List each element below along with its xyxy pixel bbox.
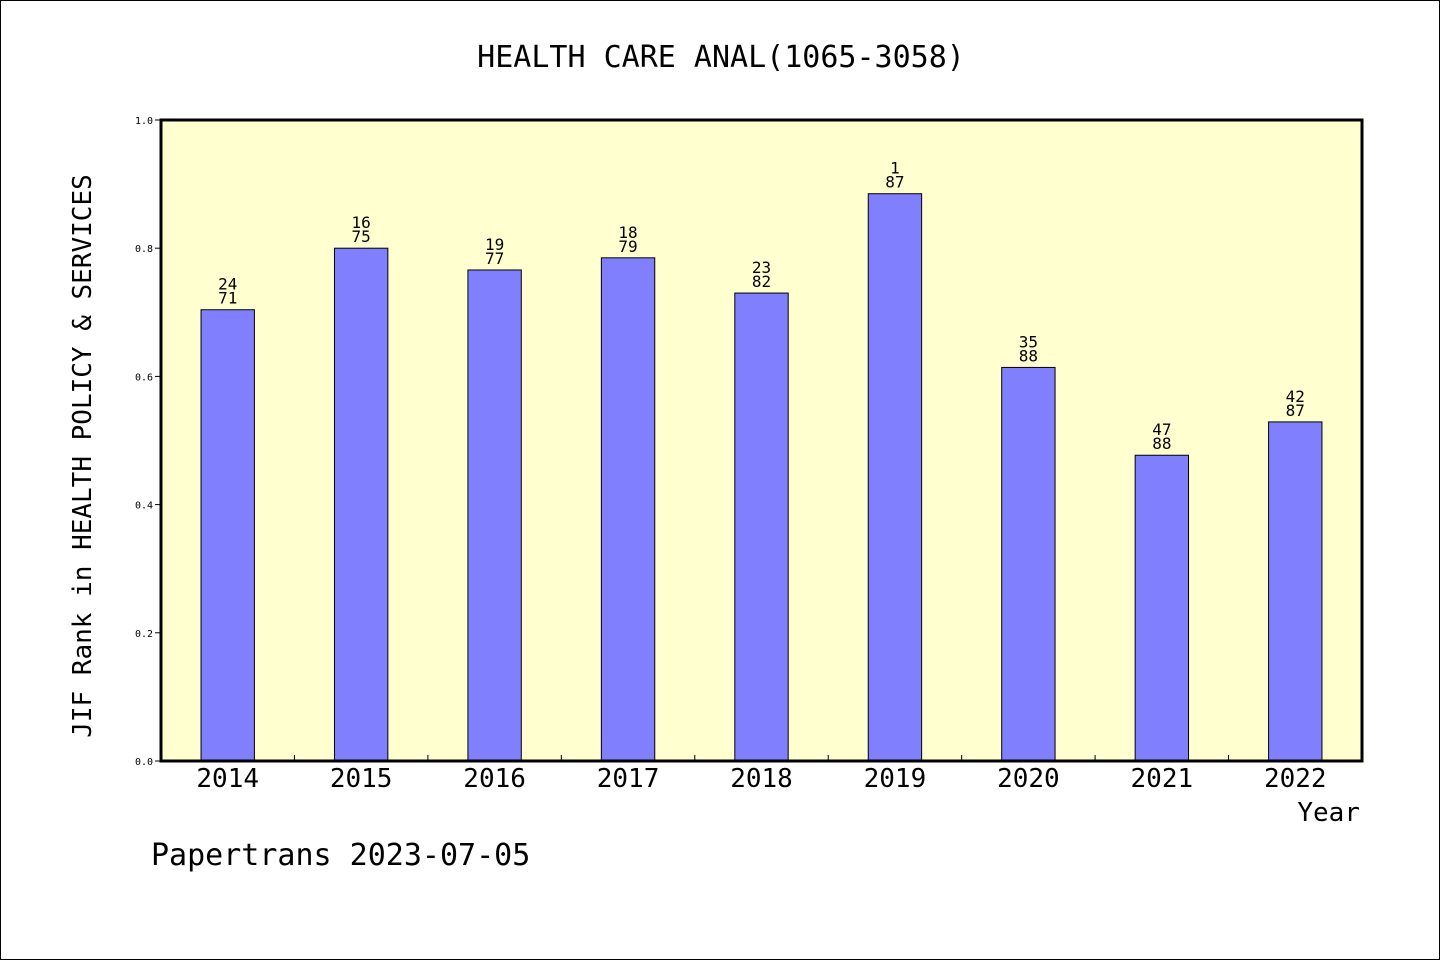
y-axis-label: JIF Rank in HEALTH POLICY & SERVICES <box>68 174 98 738</box>
data-label-bottom: 87 <box>1286 401 1305 420</box>
bar-2017 <box>600 257 656 762</box>
bar-2014 <box>200 309 255 762</box>
data-label-bottom: 75 <box>352 227 371 246</box>
data-label-bottom: 77 <box>485 249 504 268</box>
data-label-bottom: 82 <box>752 272 771 291</box>
x-axis-label: Year <box>1297 798 1360 828</box>
x-tick-label: 2014 <box>196 764 259 794</box>
data-label-bottom: 79 <box>618 237 637 256</box>
y-tick-label: 0.0 <box>135 757 153 768</box>
footer-text: Papertrans 2023-07-05 <box>151 838 530 873</box>
x-tick-label: 2015 <box>330 764 393 794</box>
data-label-top: 16 <box>352 213 371 232</box>
y-tick-label: 0.2 <box>135 629 153 640</box>
x-tick-label: 2022 <box>1264 764 1327 794</box>
y-tick-label: 0.8 <box>135 244 153 255</box>
data-label-top: 24 <box>218 275 237 294</box>
plot-border <box>159 118 1364 763</box>
data-label-bottom: 71 <box>218 289 237 308</box>
y-tick-label: 0.6 <box>135 372 153 383</box>
data-label-top: 18 <box>618 223 637 242</box>
data-label-top: 47 <box>1152 420 1171 439</box>
data-label-bottom: 88 <box>1019 346 1038 365</box>
bar-2019 <box>867 193 923 762</box>
data-label-bottom: 88 <box>1152 434 1171 453</box>
y-tick-label: 0.4 <box>135 501 153 512</box>
bar-2022 <box>1268 421 1323 762</box>
data-label-top: 23 <box>752 258 771 277</box>
bar-2020 <box>1001 366 1056 762</box>
chart-title: HEALTH CARE ANAL(1065-3058) <box>477 40 965 75</box>
bar-2016 <box>467 269 522 762</box>
data-label-top: 35 <box>1019 332 1038 351</box>
x-tick-label: 2021 <box>1131 764 1194 794</box>
data-label-top: 19 <box>485 235 504 254</box>
data-label-top: 42 <box>1286 387 1305 406</box>
data-label-bottom: 87 <box>885 173 904 192</box>
data-label-top: 1 <box>890 159 900 178</box>
bar-2015 <box>333 247 389 762</box>
x-tick-label: 2020 <box>997 764 1060 794</box>
x-tick-label: 2016 <box>463 764 526 794</box>
x-tick-label: 2019 <box>864 764 927 794</box>
bar-2021 <box>1134 454 1190 762</box>
y-axis: 0.0 0.2 0.4 0.6 0.8 1.0 <box>135 116 161 768</box>
bar-2018 <box>734 292 789 762</box>
x-tick-label: 2018 <box>730 764 793 794</box>
bars-layer <box>200 193 1323 762</box>
x-tick-label: 2017 <box>597 764 660 794</box>
x-axis: 2014 2015 2016 2017 2018 2019 2020 2021 2022 <box>196 755 1327 794</box>
y-tick-label: 1.0 <box>135 116 153 127</box>
